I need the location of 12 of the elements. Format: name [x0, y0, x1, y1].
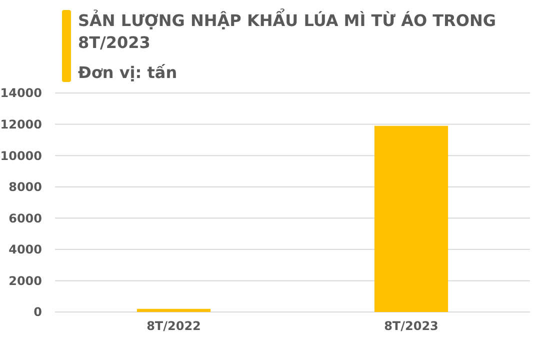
y-tick-label: 12000 — [0, 117, 42, 132]
y-tick-label: 0 — [34, 305, 42, 320]
y-tick-label: 4000 — [8, 242, 42, 257]
y-tick-label: 2000 — [8, 274, 42, 288]
x-tick-label: 8T/2023 — [384, 319, 438, 333]
y-tick-label: 6000 — [8, 211, 42, 226]
x-tick-label: 8T/2022 — [146, 319, 201, 333]
y-tick-label: 8000 — [8, 180, 42, 194]
y-tick-label: 10000 — [0, 148, 42, 163]
y-tick-label: 14000 — [0, 86, 42, 100]
chart-subtitle: Đơn vị: tấn — [78, 63, 178, 82]
chart-title: SẢN LƯỢNG NHẬP KHẨU LÚA MÌ TỪ ÁO TRONG 8T/2023 — [78, 8, 496, 52]
